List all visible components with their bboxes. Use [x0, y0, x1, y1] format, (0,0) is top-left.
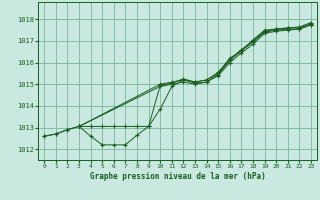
X-axis label: Graphe pression niveau de la mer (hPa): Graphe pression niveau de la mer (hPa) — [90, 172, 266, 181]
